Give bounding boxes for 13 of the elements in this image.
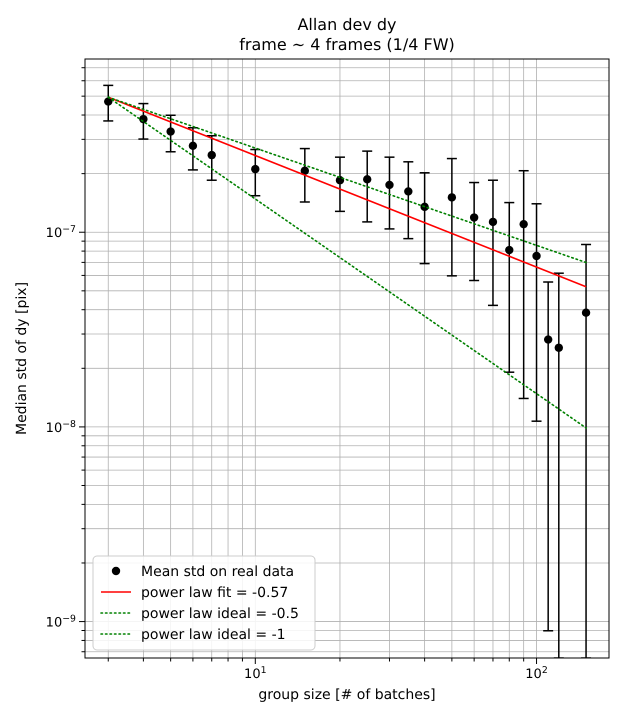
x-tick-label: 10$^{1}$ [244, 664, 267, 682]
y-tick-label: 10$^{−9}$ [46, 613, 76, 631]
chart-subtitle: frame ~ 4 frames (1/4 FW) [239, 35, 455, 54]
legend-label: power law ideal = -1 [141, 627, 286, 643]
legend-label: power law fit = -0.57 [141, 585, 288, 601]
y-tick-label: 10$^{−7}$ [46, 224, 76, 242]
x-axis-title: group size [# of batches] [258, 687, 436, 703]
legend-label: power law ideal = -0.5 [141, 606, 299, 622]
y-axis-title: Median std of dy [pix] [14, 282, 30, 436]
x-tick-label: 10$^{2}$ [525, 664, 548, 682]
y-tick-label: 10$^{−8}$ [46, 418, 76, 436]
legend-label: Mean std on real data [141, 564, 294, 580]
chart-title: Allan dev dy [297, 15, 397, 34]
